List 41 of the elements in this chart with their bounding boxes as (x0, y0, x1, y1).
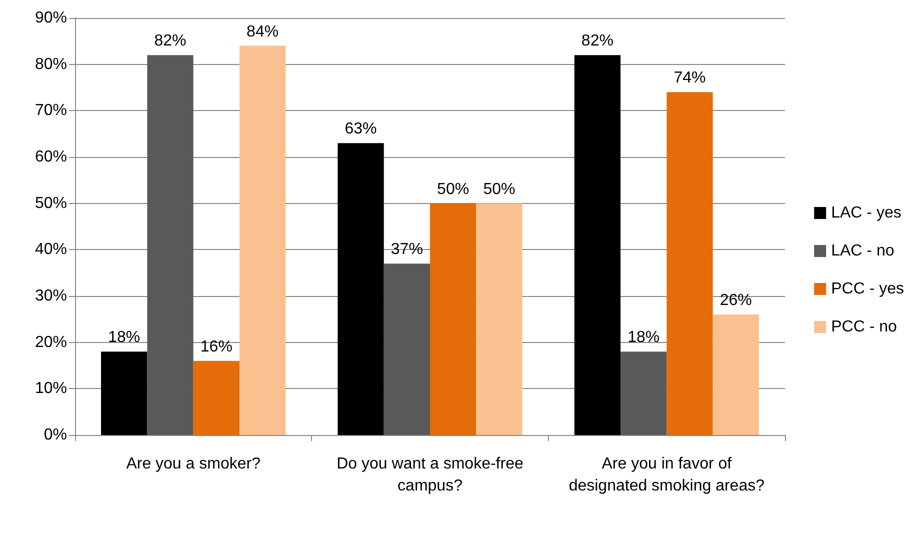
legend-label: PCC - yes (831, 280, 904, 298)
bar (666, 92, 713, 435)
bar (338, 143, 384, 435)
y-tick-label: 60% (34, 148, 67, 166)
legend-label: LAC - yes (831, 204, 902, 222)
bar (193, 360, 240, 435)
legend-label: LAC - no (831, 242, 894, 260)
bar (476, 203, 522, 435)
bar (147, 55, 194, 435)
data-label: 18% (108, 329, 140, 346)
data-label: 50% (483, 180, 516, 198)
y-tick-label: 90% (34, 10, 67, 26)
data-label: 74% (674, 70, 706, 87)
data-label: 16% (200, 338, 232, 356)
bar (620, 352, 667, 435)
bar (384, 264, 430, 435)
y-tick-label: 0% (44, 426, 67, 444)
y-tick-label: 30% (34, 288, 67, 304)
data-label: 26% (720, 292, 752, 310)
x-tick-label: Do you want a smoke-free campus? (336, 456, 524, 494)
y-tick-label: 20% (34, 334, 67, 351)
data-label: 18% (628, 329, 660, 346)
y-tick-label: 10% (34, 380, 67, 398)
y-tick-label: 50% (34, 194, 67, 212)
data-label: 37% (390, 241, 423, 258)
bar (574, 55, 621, 435)
bar (430, 203, 476, 435)
data-label: 82% (154, 32, 186, 50)
bar (101, 352, 148, 435)
y-tick-label: 70% (34, 102, 67, 120)
x-tick-label: Are you a smoker? (126, 456, 261, 472)
data-label: 50% (437, 180, 470, 198)
x-tick-label: Are you in favor of designated smoking areas? (568, 456, 765, 494)
data-label: 82% (581, 32, 614, 50)
bar (239, 46, 286, 435)
y-tick-label: 40% (34, 241, 67, 258)
data-label: 84% (246, 23, 279, 40)
data-label: 63% (344, 120, 377, 138)
y-tick-label: 80% (34, 56, 67, 73)
legend-label: PCC - no (831, 318, 897, 336)
bar (712, 314, 759, 435)
